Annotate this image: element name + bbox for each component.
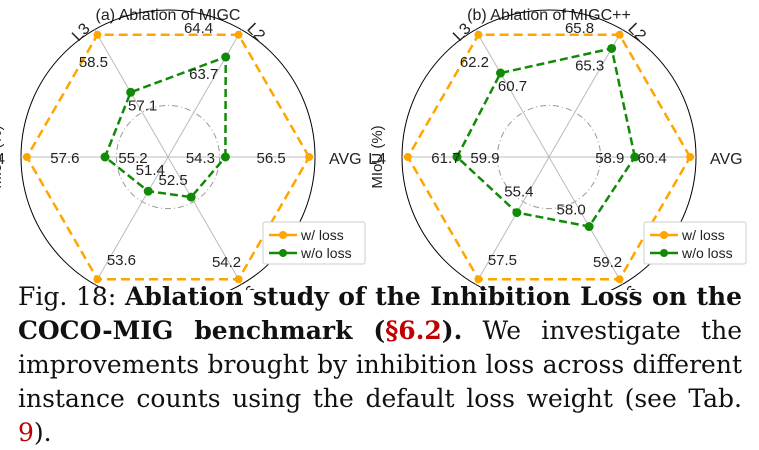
caption-label: Fig. 18:: [18, 282, 117, 311]
caption-bold-text: Ablation study of the Inhibition Loss on…: [18, 282, 743, 345]
data-point-without-loss: [100, 152, 110, 162]
data-point-with-loss: [615, 275, 624, 284]
data-point-without-loss: [186, 192, 196, 202]
y-axis-label: MIoU (%): [0, 125, 5, 188]
data-point-without-loss: [630, 152, 640, 162]
axis-label-avg: AVG: [710, 151, 743, 168]
axis-label-l4: L4: [0, 151, 5, 168]
data-point-with-loss: [474, 30, 483, 39]
data-point-with-loss: [615, 30, 624, 39]
data-point-without-loss: [512, 208, 522, 218]
data-label-with-loss: 57.5: [488, 252, 517, 269]
data-point-with-loss: [234, 30, 243, 39]
axis-label-l5: L5: [459, 289, 477, 290]
axis-label-l5: L5: [78, 289, 96, 290]
data-point-with-loss: [305, 153, 314, 161]
data-point-with-loss: [93, 275, 102, 284]
axis-label-l6: L6: [617, 283, 642, 290]
data-label-with-loss: 56.5: [257, 150, 286, 167]
data-label-with-loss: 58.5: [79, 54, 108, 71]
data-point-without-loss: [584, 222, 594, 232]
axis-label-l4: L4: [368, 151, 386, 168]
series-line-without-loss: [455, 46, 637, 228]
data-label-without-loss: 63.7: [189, 66, 218, 83]
caption-bold-title: Ablation study of the Inhibition Loss on…: [18, 282, 742, 345]
data-label-with-loss: 54.2: [212, 254, 241, 271]
data-point-without-loss: [220, 152, 230, 162]
data-label-without-loss: 52.5: [159, 172, 188, 189]
y-axis-label: MIoU (%): [369, 125, 386, 188]
legend-marker-with-loss: [660, 231, 668, 239]
caption-body-text: We investigate the improvements brought …: [18, 316, 742, 413]
legend-marker-with-loss: [279, 231, 287, 239]
axis-spoke: [548, 156, 623, 285]
data-label-with-loss: 59.2: [593, 254, 622, 271]
data-point-with-loss: [686, 153, 695, 161]
axis-spoke: [475, 29, 550, 158]
legend-label-without-loss: w/o loss: [681, 245, 733, 261]
data-label-without-loss: 59.9: [470, 150, 499, 167]
data-label-without-loss: 57.1: [128, 97, 157, 114]
data-label-without-loss: 55.2: [118, 150, 147, 167]
data-point-without-loss: [607, 43, 617, 53]
data-point-without-loss: [452, 152, 462, 162]
axis-label-l6: L6: [236, 283, 261, 290]
data-point-with-loss: [474, 275, 483, 284]
data-label-with-loss: 62.2: [460, 54, 489, 71]
data-label-with-loss: 65.8: [565, 20, 594, 37]
data-label-with-loss: 53.6: [107, 252, 136, 269]
caption-text-end: ).: [33, 418, 52, 447]
chart-title: (b) Ablation of MIGC++: [467, 7, 631, 24]
figure-caption: Fig. 18: Ablation study of the Inhibitio…: [18, 280, 742, 450]
data-label-without-loss: 58.0: [557, 202, 586, 219]
axis-label-avg: AVG: [329, 151, 362, 168]
data-label-without-loss: 58.9: [595, 150, 624, 167]
legend-marker-without-loss: [279, 249, 287, 257]
data-point-with-loss: [234, 275, 243, 284]
legend-label-with-loss: w/ loss: [681, 227, 725, 243]
data-label-with-loss: 64.4: [184, 20, 213, 37]
data-label-with-loss: 61.7: [431, 150, 460, 167]
legend-label-with-loss: w/ loss: [300, 227, 344, 243]
caption-bold-end: ).: [441, 316, 463, 345]
data-label-without-loss: 54.3: [186, 150, 215, 167]
data-label-without-loss: 55.4: [504, 184, 533, 201]
data-label-with-loss: 57.6: [50, 150, 79, 167]
data-point-without-loss: [496, 68, 506, 78]
data-label-without-loss: 60.7: [498, 78, 527, 95]
data-label-with-loss: 60.4: [638, 150, 667, 167]
data-point-with-loss: [93, 30, 102, 39]
axis-spoke: [167, 29, 242, 158]
data-point-without-loss: [126, 87, 136, 97]
figure-canvas: (a) Ablation of MIGC MIoU (%) AVG L2 L3 L4 L5 L…: [0, 7, 747, 290]
data-label-without-loss: 51.4: [136, 162, 165, 179]
legend-marker-without-loss: [660, 249, 668, 257]
axis-spoke: [94, 156, 169, 285]
legend-label-without-loss: w/o loss: [300, 245, 352, 261]
caption-section-ref[interactable]: §6.2: [385, 316, 442, 345]
caption-table-ref[interactable]: 9: [18, 418, 34, 447]
data-point-with-loss: [22, 153, 31, 161]
axis-spoke: [167, 156, 242, 285]
data-point-without-loss: [143, 186, 153, 196]
axis-label-l2: L2: [243, 20, 268, 45]
axis-spoke: [475, 156, 550, 285]
data-label-without-loss: 65.3: [575, 57, 604, 74]
data-point-with-loss: [403, 153, 412, 161]
chart-title: (a) Ablation of MIGC: [96, 7, 241, 24]
axis-label-l3: L3: [69, 20, 94, 45]
data-point-without-loss: [221, 52, 231, 62]
